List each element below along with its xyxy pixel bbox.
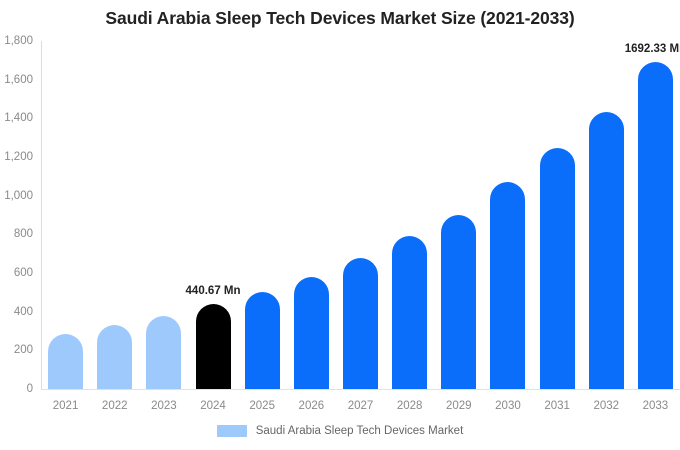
bar[interactable] <box>293 276 329 389</box>
bar[interactable] <box>490 181 526 389</box>
x-axis-tick-label: 2022 <box>101 400 128 412</box>
y-axis-tick-label: 1,000 <box>4 189 33 202</box>
x-axis-tick-label: 2033 <box>642 400 669 412</box>
bar[interactable] <box>637 61 673 389</box>
y-axis-tick-label: 800 <box>13 228 33 241</box>
bar[interactable] <box>244 291 280 389</box>
bar-series <box>41 41 680 389</box>
x-axis-tick-label: 2029 <box>446 400 472 412</box>
legend-swatch <box>216 425 247 437</box>
x-axis-tick-label: 2026 <box>298 400 325 412</box>
y-axis-tick-label: 400 <box>13 305 33 318</box>
chart-title: Saudi Arabia Sleep Tech Devices Market S… <box>105 8 575 28</box>
x-axis-tick-label: 2024 <box>200 400 226 412</box>
bar[interactable] <box>195 303 231 389</box>
legend-label: Saudi Arabia Sleep Tech Devices Market <box>255 425 464 437</box>
chart-legend: Saudi Arabia Sleep Tech Devices Market <box>0 425 680 437</box>
y-axis-tick-label: 1,200 <box>4 151 33 163</box>
x-axis-tick-label: 2031 <box>544 400 570 412</box>
x-axis-tick-label: 2028 <box>396 400 423 412</box>
y-axis-tick-label: 200 <box>13 344 33 357</box>
bar[interactable] <box>343 257 378 389</box>
bar[interactable] <box>392 235 428 389</box>
bar[interactable] <box>48 333 84 389</box>
y-axis-tick-label: 1,400 <box>4 112 33 125</box>
y-axis-tick-label: 1,800 <box>4 35 33 47</box>
bar[interactable] <box>441 215 477 389</box>
x-axis-tick-label: 2032 <box>593 400 620 412</box>
x-axis-line <box>41 389 680 390</box>
bar-value-label: 440.67 Mn <box>185 284 241 297</box>
y-axis-tick-label: 0 <box>26 383 33 395</box>
y-axis-line <box>41 41 42 389</box>
x-axis-tick-label: 2027 <box>347 400 374 412</box>
bar[interactable] <box>146 315 182 389</box>
bar-value-label: 1692.33 Mn <box>624 42 680 55</box>
bar[interactable] <box>588 111 624 389</box>
y-axis-tick-label: 1,600 <box>4 73 33 86</box>
x-axis-tick-label: 2021 <box>52 400 79 412</box>
x-axis-tick-label: 2023 <box>151 400 177 412</box>
x-axis-tick-label: 2030 <box>495 400 521 412</box>
bar[interactable] <box>539 148 575 389</box>
x-axis-tick-label: 2025 <box>249 400 275 412</box>
y-axis-tick-label: 600 <box>13 267 33 279</box>
bar[interactable] <box>97 325 133 389</box>
